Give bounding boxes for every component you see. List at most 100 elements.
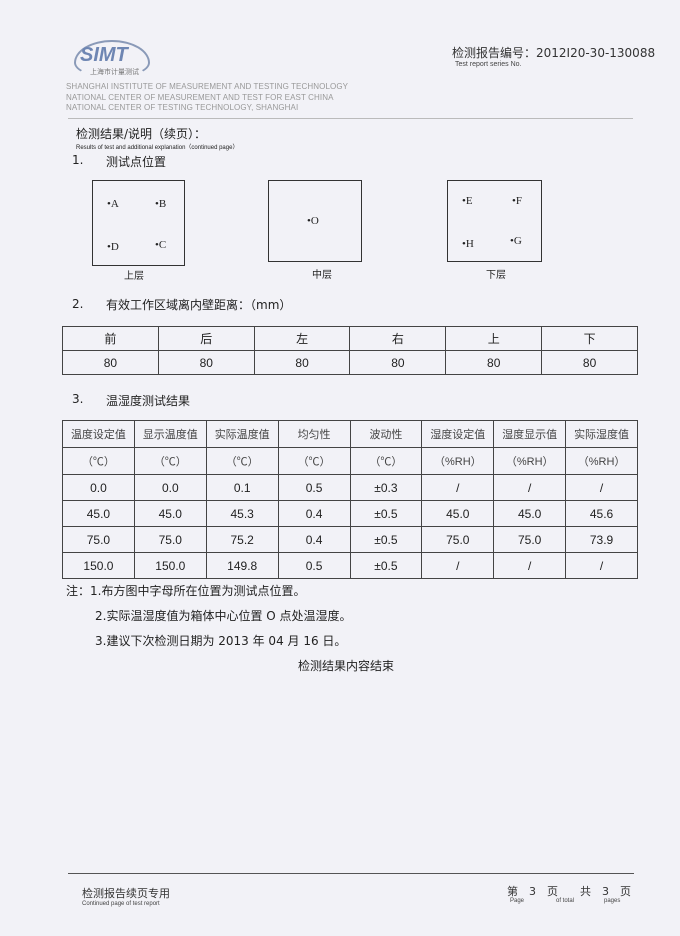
column-header: 实际温度值 xyxy=(205,420,279,448)
point-g: •G xyxy=(510,235,522,247)
table-row: 75.0 75.0 75.2 0.4 ±0.5 75.0 75.0 73.9 xyxy=(62,526,638,553)
point-e: •E xyxy=(462,195,473,207)
layer-middle-diagram: •O xyxy=(268,180,362,262)
column-unit: （%RH） xyxy=(565,447,638,475)
point-c: •C xyxy=(155,239,167,251)
footer-divider xyxy=(68,873,634,874)
logo-text: SIMT xyxy=(80,44,128,66)
table-row: 150.0 150.0 149.8 0.5 ±0.5// / xyxy=(62,552,638,579)
table-cell: 75.0 xyxy=(62,526,135,553)
point-o: •O xyxy=(307,215,319,227)
point-f: •F xyxy=(512,195,522,207)
table-cell: 150.0 xyxy=(133,552,207,579)
table-cell: 0.5 xyxy=(277,474,351,501)
table-header-row: 前后左右上下 xyxy=(62,326,638,351)
table-cell: 0.5 xyxy=(277,552,351,579)
table-row: 80 80 80 80 80 80 xyxy=(62,350,638,375)
table-cell: 75.0 xyxy=(421,526,495,553)
table-cell: 0.0 xyxy=(62,474,135,501)
point-h: •H xyxy=(462,238,474,250)
table-cell: 150.0 xyxy=(62,552,135,579)
table-cell: / xyxy=(565,474,638,501)
column-unit: （%RH） xyxy=(493,447,567,475)
table-cell: 75.2 xyxy=(205,526,279,553)
footer-label-en: Continued page of test report xyxy=(82,901,160,907)
table-cell: 149.8 xyxy=(205,552,279,579)
section1-title: 测试点位置 xyxy=(106,155,167,169)
section2-num: 2. xyxy=(72,297,84,311)
footer-label: 检测报告续页专用 xyxy=(82,887,170,900)
note-1: 注：1.布方图中字母所在位置为测试点位置。 xyxy=(66,584,306,598)
header-divider xyxy=(68,118,633,119)
column-unit: （℃） xyxy=(62,447,135,475)
page-title-en: Results of test and additional explanati… xyxy=(76,145,239,151)
table-cell: / xyxy=(421,474,495,501)
layer-lower-diagram: •E •F •H •G xyxy=(447,180,542,262)
section3-title: 温湿度测试结果 xyxy=(106,394,191,408)
table-cell: 45.3 xyxy=(205,500,279,527)
section3-num: 3. xyxy=(72,392,84,406)
table-cell: 0.4 xyxy=(277,500,351,527)
institute-line: SHANGHAI INSTITUTE OF MEASUREMENT AND TE… xyxy=(66,82,349,91)
table-cell: / xyxy=(493,474,567,501)
table-cell: 75.0 xyxy=(133,526,207,553)
table-cell: ±0.5 xyxy=(349,526,423,553)
logo-sub: 上海市计量测试 xyxy=(90,68,139,76)
of-total-en: of total xyxy=(556,898,575,904)
table-row: 0.0 0.0 0.1 0.5 ±0.3// / xyxy=(62,474,638,501)
table-unit-row: （℃） （℃） （℃） （℃） （℃） （%RH） （%RH） （%RH） xyxy=(62,447,638,475)
institute-line: NATIONAL CENTER OF TESTING TECHNOLOGY, S… xyxy=(66,103,299,112)
temp-humidity-table: 温度设定值 显示温度值 实际温度值 均匀性 波动性 湿度设定值 湿度显示值 实际湿度值 （℃）（… xyxy=(62,420,638,579)
layer-upper-diagram: •A •B •D •C xyxy=(92,180,185,266)
point-b: •B xyxy=(155,198,167,210)
table-cell: 0.1 xyxy=(205,474,279,501)
column-header: 实际湿度值 xyxy=(565,420,638,448)
table-cell: 0.0 xyxy=(133,474,207,501)
section1-num: 1. xyxy=(72,153,84,167)
table-cell: 45.0 xyxy=(493,500,567,527)
column-header: 温度设定值 xyxy=(62,420,135,448)
table-cell: / xyxy=(421,552,495,579)
column-header: 波动性 xyxy=(349,420,423,448)
table-cell: ±0.5 xyxy=(349,552,423,579)
column-unit: （℃） xyxy=(205,447,279,475)
column-header: 湿度设定值 xyxy=(421,420,495,448)
column-header: 均匀性 xyxy=(277,420,351,448)
column-header: 湿度显示值 xyxy=(493,420,567,448)
point-d: •D xyxy=(107,241,119,253)
layer-upper-label: 上层 xyxy=(124,271,144,282)
table-cell: / xyxy=(493,552,567,579)
note-3: 3.建议下次检测日期为 2013 年 04 月 16 日。 xyxy=(95,634,347,648)
table-cell: 45.6 xyxy=(565,500,638,527)
table-cell: 45.0 xyxy=(133,500,207,527)
table-cell: / xyxy=(565,552,638,579)
distance-table: 前后左右上下 80 80 80 80 80 80 xyxy=(62,326,638,375)
report-number: 检测报告编号：2012I20-30-130088 xyxy=(452,46,656,60)
pages-en: pages xyxy=(604,898,621,904)
page-en: Page xyxy=(510,898,525,904)
layer-lower-label: 下层 xyxy=(486,270,506,281)
column-header: 显示温度值 xyxy=(133,420,207,448)
table-cell: 73.9 xyxy=(565,526,638,553)
point-a: •A xyxy=(107,198,119,210)
table-cell: 75.0 xyxy=(493,526,567,553)
layer-middle-label: 中层 xyxy=(312,270,332,281)
note-2: 2.实际温湿度值为箱体中心位置 O 点处温湿度。 xyxy=(95,609,352,623)
table-cell: ±0.5 xyxy=(349,500,423,527)
simt-logo xyxy=(74,40,150,78)
institute-line: NATIONAL CENTER OF MEASUREMENT AND TEST … xyxy=(66,93,334,102)
table-cell: 0.4 xyxy=(277,526,351,553)
end-text: 检测结果内容结束 xyxy=(298,659,395,673)
column-unit: （℃） xyxy=(349,447,423,475)
report-number-en: Test report series No. xyxy=(455,61,522,68)
section2-title: 有效工作区域离内壁距离：（mm） xyxy=(106,298,292,312)
table-cell: 45.0 xyxy=(421,500,495,527)
page-title: 检测结果/说明（续页）： xyxy=(76,127,207,141)
page-indicator: 第 3 页 共 3 页 xyxy=(507,885,631,898)
table-cell: 45.0 xyxy=(62,500,135,527)
column-unit: （℃） xyxy=(133,447,207,475)
table-cell: ±0.3 xyxy=(349,474,423,501)
column-unit: （℃） xyxy=(277,447,351,475)
table-header-row: 温度设定值 显示温度值 实际温度值 均匀性 波动性 湿度设定值 湿度显示值 实际湿度值 xyxy=(62,420,638,448)
